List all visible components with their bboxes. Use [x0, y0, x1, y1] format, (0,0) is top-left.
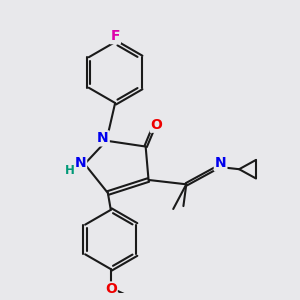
Text: F: F [110, 29, 120, 43]
Text: H: H [64, 164, 74, 177]
Text: N: N [215, 156, 226, 170]
Text: N: N [97, 131, 109, 146]
Text: N: N [74, 155, 86, 170]
Text: O: O [151, 118, 163, 132]
Text: O: O [105, 282, 117, 296]
